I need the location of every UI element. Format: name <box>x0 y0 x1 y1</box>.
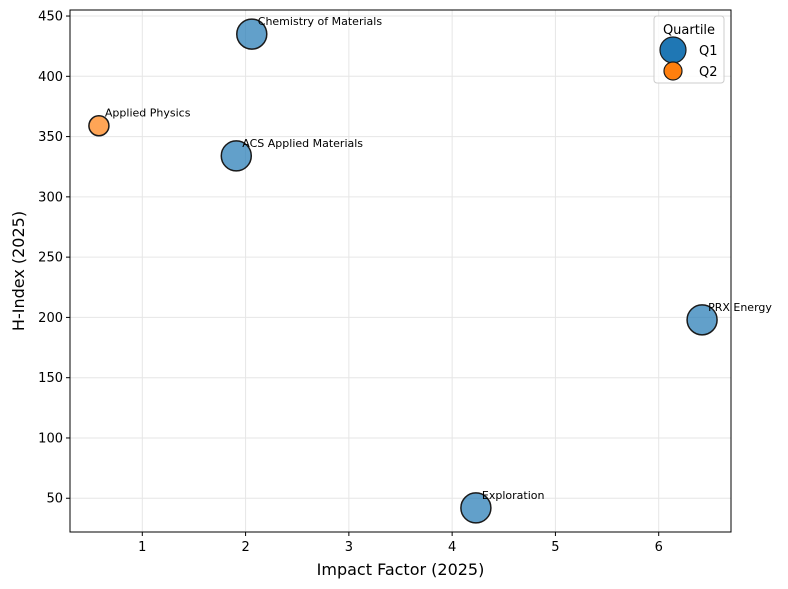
legend-label: Q1 <box>699 44 718 59</box>
legend-label: Q2 <box>699 65 718 80</box>
y-tick-label: 200 <box>38 311 63 326</box>
plot-frame <box>69 9 732 533</box>
grid-lines <box>70 10 731 532</box>
x-tick-label: 4 <box>448 540 456 555</box>
data-point <box>88 114 110 137</box>
data-point <box>236 18 268 50</box>
legend-title: Quartile <box>663 23 715 38</box>
x-axis-title: Impact Factor (2025) <box>317 560 485 579</box>
x-tick-label: 2 <box>241 540 249 555</box>
point-label: PRX Energy <box>708 301 772 314</box>
point-label: Chemistry of Materials <box>258 15 383 28</box>
y-tick-label: 350 <box>38 130 63 145</box>
data-points <box>88 18 718 524</box>
y-tick-label: 450 <box>38 10 63 25</box>
y-axis-title: H-Index (2025) <box>9 211 28 331</box>
point-labels: Chemistry of Materials Applied Physics ACS… <box>105 15 772 502</box>
x-tick-label: 3 <box>345 540 353 555</box>
y-tick-label: 400 <box>38 70 63 85</box>
x-tick-label: 6 <box>655 540 663 555</box>
legend-marker <box>659 36 687 64</box>
legend-marker <box>663 61 683 81</box>
y-tick-label: 50 <box>46 492 63 507</box>
axis-ticks: 1 2 3 4 5 6 50 100 150 200 250 300 350 400 450 <box>38 10 663 555</box>
x-tick-label: 1 <box>138 540 146 555</box>
y-tick-label: 250 <box>38 251 63 266</box>
y-tick-label: 300 <box>38 190 63 205</box>
point-label: Applied Physics <box>105 107 191 120</box>
data-point <box>220 140 253 172</box>
point-label: ACS Applied Materials <box>242 137 363 150</box>
point-label: Exploration <box>482 489 545 502</box>
data-point <box>686 304 718 336</box>
data-point <box>460 492 492 524</box>
y-tick-label: 100 <box>38 431 63 446</box>
x-tick-label: 5 <box>551 540 559 555</box>
y-tick-label: 150 <box>38 371 63 386</box>
